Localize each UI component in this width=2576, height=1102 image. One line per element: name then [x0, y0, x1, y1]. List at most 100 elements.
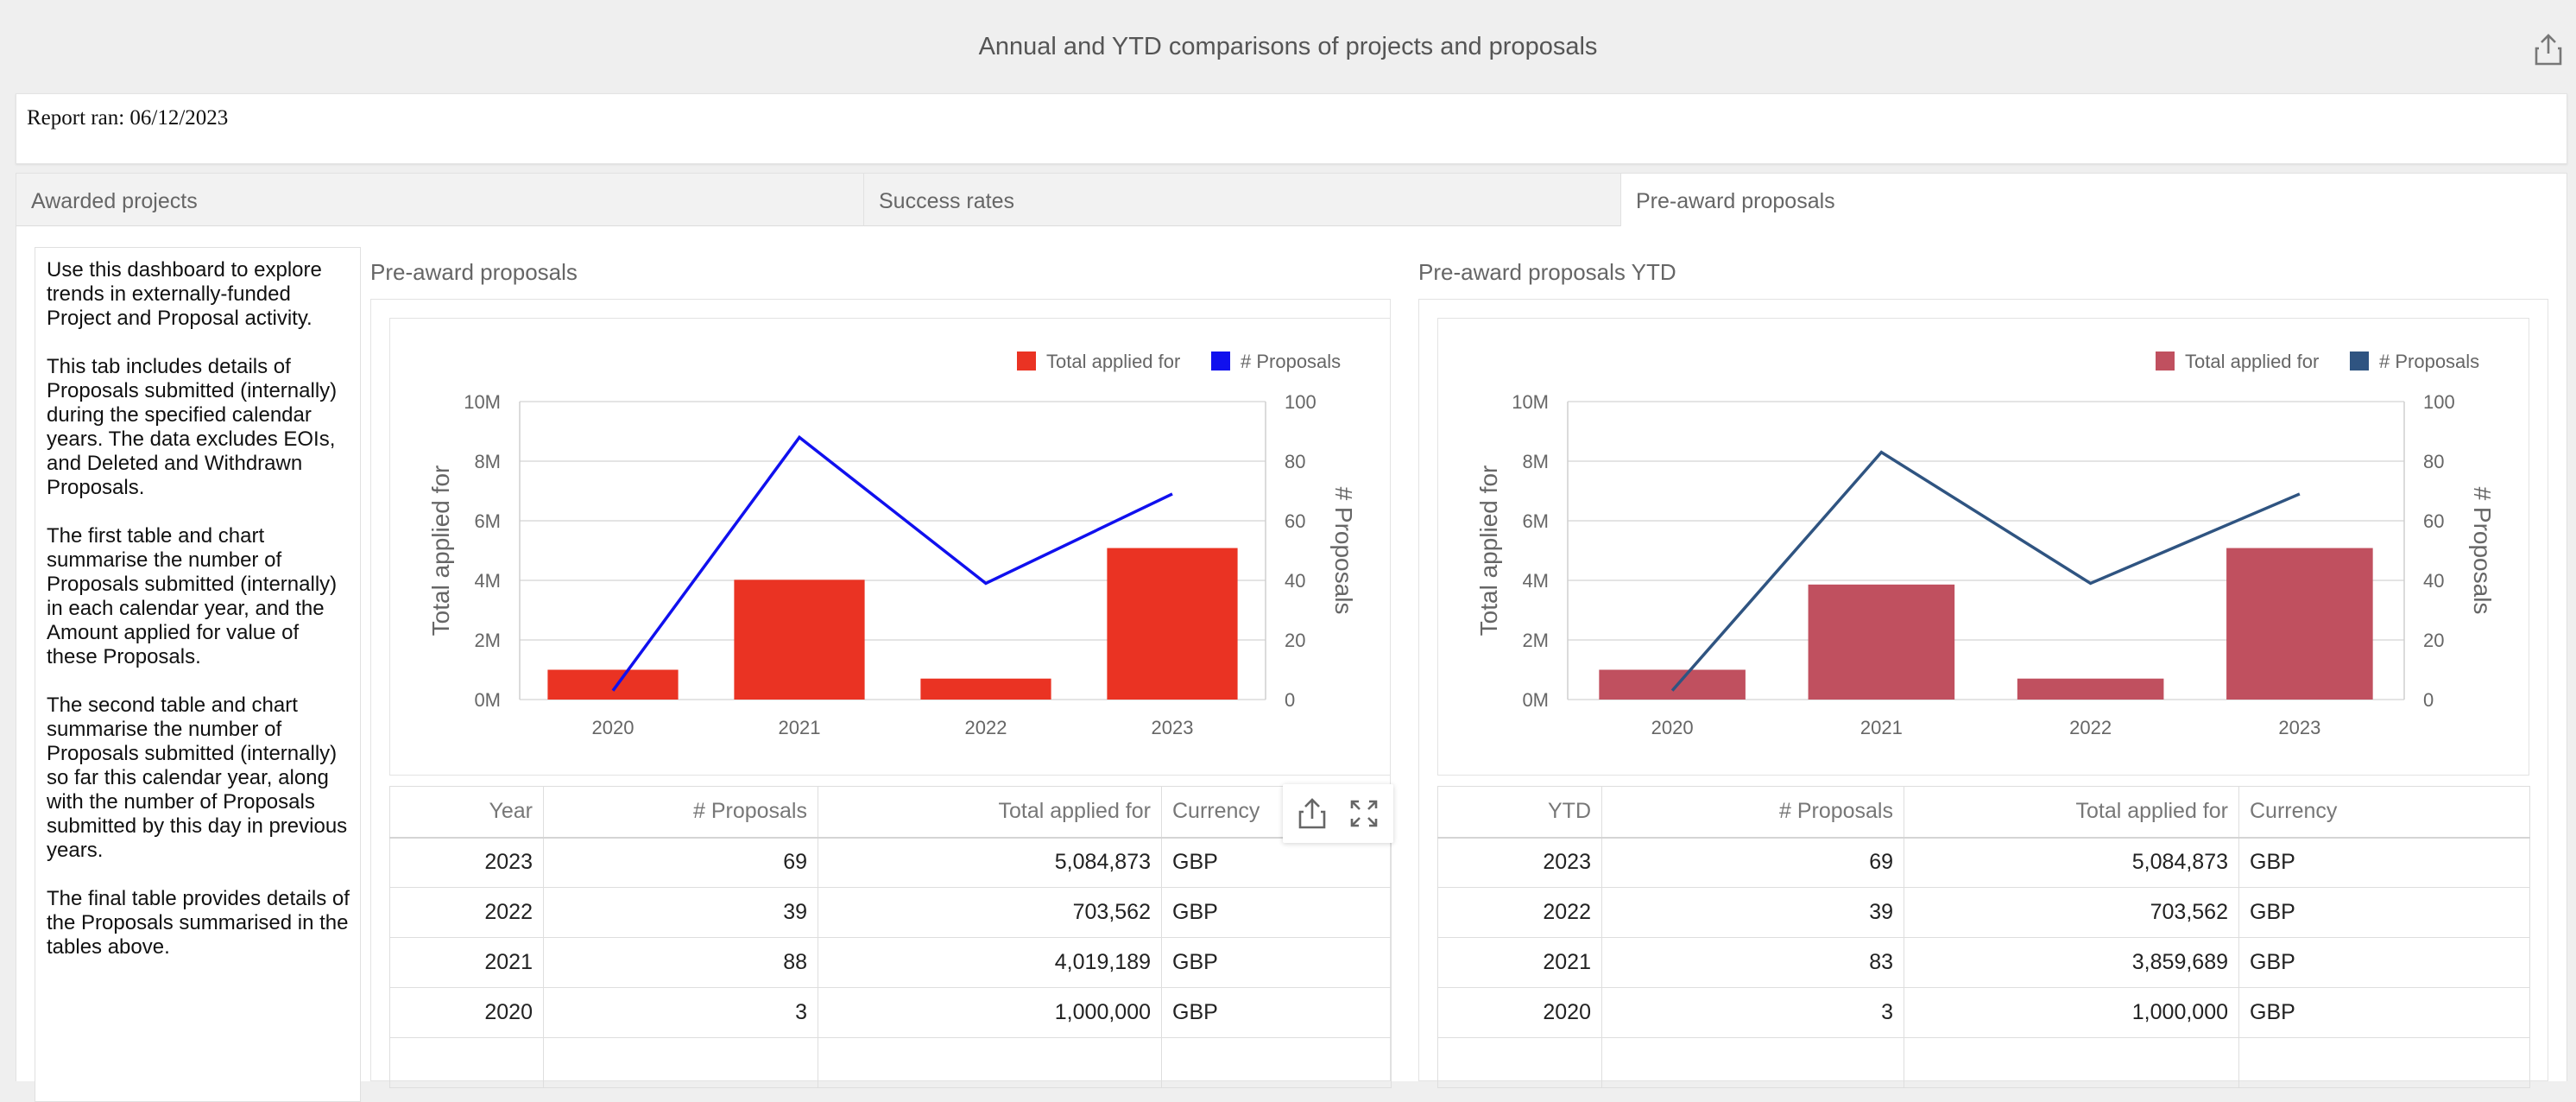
cell-currency: GBP [2238, 837, 2530, 888]
cell-proposals: 69 [543, 837, 818, 888]
cell-proposals: 69 [1601, 837, 1904, 888]
cell-year: 2022 [389, 887, 544, 938]
cell-proposals: 39 [543, 887, 818, 938]
cell-year: 2021 [1437, 937, 1602, 988]
panel-title-pre-award: Pre-award proposals [370, 259, 578, 285]
column-header-total-applied[interactable]: Total applied for [1904, 786, 2239, 839]
y-tick-label: 4M [474, 570, 501, 592]
pre-award-ytd-chart: 0M 2M 4M 6M 8M 10M 0 20 40 60 80 100 2020 2021 2022 202… [1437, 318, 2529, 776]
description-paragraph: This tab includes details of Proposals s… [47, 355, 338, 499]
cell-currency: GBP [1161, 937, 1392, 988]
x-tick-label: 2023 [1152, 717, 1194, 738]
tab-awarded-projects[interactable]: Awarded projects [16, 173, 864, 226]
cell-currency: GBP [1161, 987, 1392, 1038]
cell-currency: GBP [2238, 887, 2530, 938]
y2-tick-label: 80 [2423, 451, 2444, 472]
table-row: 2020 3 1,000,000 GBP [1437, 987, 2530, 1038]
y2-tick-label: 100 [2423, 391, 2455, 413]
dashboard-description: Use this dashboard to explore trends in … [35, 247, 361, 1102]
share-icon[interactable] [2534, 33, 2563, 67]
cell-total-applied: 1,000,000 [818, 987, 1162, 1038]
y2-tick-label: 0 [1285, 689, 1295, 711]
page-title: Annual and YTD comparisons of projects a… [978, 33, 1598, 60]
cell-total-applied: 703,562 [818, 887, 1162, 938]
column-header-year[interactable]: Year [389, 786, 544, 839]
cell-total-applied: 3,859,689 [1904, 937, 2239, 988]
y-tick-label: 0M [1522, 689, 1549, 711]
tab-success-rates[interactable]: Success rates [863, 173, 1621, 226]
column-header-total-applied[interactable]: Total applied for [818, 786, 1162, 839]
cell-total-applied: 1,000,000 [1904, 987, 2239, 1038]
line-series-proposals [1670, 450, 2301, 692]
y2-tick-label: 40 [2423, 570, 2444, 592]
tab-label: Pre-award proposals [1636, 189, 1835, 213]
y-tick-label: 10M [1512, 391, 1549, 413]
cell-currency: GBP [1161, 887, 1392, 938]
pre-award-chart-svg: 0M 2M 4M 6M 8M 10M 0 20 40 60 80 100 2020 2021 2022 202… [427, 351, 1357, 738]
cell-empty [818, 1037, 1162, 1088]
legend-label-proposals: # Proposals [2379, 351, 2479, 372]
cell-proposals: 3 [1601, 987, 1904, 1038]
x-tick-label: 2020 [1651, 717, 1694, 738]
tab-pre-award-proposals[interactable]: Pre-award proposals [1620, 173, 2567, 228]
y-axis-title: Total applied for [427, 466, 454, 636]
y2-tick-label: 20 [2423, 630, 2444, 651]
x-tick-label: 2021 [779, 717, 821, 738]
tab-label: Awarded projects [31, 189, 198, 213]
column-header-proposals[interactable]: # Proposals [543, 786, 818, 839]
legend-label-total-applied: Total applied for [1046, 351, 1180, 372]
cell-currency: GBP [1161, 837, 1392, 888]
y-tick-label: 10M [464, 391, 501, 413]
table-row-empty [389, 1037, 1392, 1088]
column-header-ytd[interactable]: YTD [1437, 786, 1602, 839]
description-paragraph: Use this dashboard to explore trends in … [47, 258, 322, 330]
expand-icon[interactable] [1345, 795, 1383, 833]
bar-2021 [1808, 584, 1955, 700]
x-tick-label: 2021 [1860, 717, 1903, 738]
cell-year: 2020 [1437, 987, 1602, 1038]
table-row: 2021 88 4,019,189 GBP [389, 937, 1392, 988]
column-header-currency[interactable]: Currency [2238, 786, 2530, 839]
pre-award-ytd-chart-svg: 0M 2M 4M 6M 8M 10M 0 20 40 60 80 100 2020 2021 2022 202… [1475, 351, 2496, 738]
y2-axis-title: # Proposals [2469, 487, 2496, 615]
cell-total-applied: 4,019,189 [818, 937, 1162, 988]
table-row: 2020 3 1,000,000 GBP [389, 987, 1392, 1038]
y-tick-label: 6M [474, 510, 501, 532]
share-icon[interactable] [1293, 795, 1331, 833]
y2-tick-label: 80 [1285, 451, 1305, 472]
cell-year: 2023 [389, 837, 544, 888]
table-row: 2023 69 5,084,873 GBP [1437, 837, 2530, 888]
legend-swatch-total-applied [2156, 352, 2175, 370]
y-tick-label: 8M [1522, 451, 1549, 472]
x-tick-label: 2022 [965, 717, 1007, 738]
y-tick-label: 0M [474, 689, 501, 711]
y2-tick-label: 20 [1285, 630, 1305, 651]
cell-empty [1904, 1037, 2239, 1088]
y-tick-label: 8M [474, 451, 501, 472]
table-row: 2021 83 3,859,689 GBP [1437, 937, 2530, 988]
tab-label: Success rates [879, 189, 1015, 213]
legend-label-total-applied: Total applied for [2185, 351, 2319, 372]
y2-tick-label: 60 [1285, 510, 1305, 532]
cell-total-applied: 5,084,873 [1904, 837, 2239, 888]
pre-award-table: Year # Proposals Total applied for Curre… [389, 786, 1392, 1088]
column-header-proposals[interactable]: # Proposals [1601, 786, 1904, 839]
cell-proposals: 88 [543, 937, 818, 988]
table-row: 2022 39 703,562 GBP [1437, 887, 2530, 938]
description-paragraph: The second table and chart summarise the… [47, 694, 348, 862]
y2-tick-label: 0 [2423, 689, 2434, 711]
tab-bar: Awarded projects Success rates Pre-award… [16, 173, 2567, 228]
pre-award-ytd-table: YTD # Proposals Total applied for Curren… [1437, 786, 2530, 1088]
description-paragraph: The first table and chart summarise the … [47, 524, 338, 668]
x-tick-label: 2022 [2069, 717, 2112, 738]
bar-2020 [547, 669, 679, 700]
table-row: 2022 39 703,562 GBP [389, 887, 1392, 938]
cell-empty [1437, 1037, 1602, 1088]
table-row: 2023 69 5,084,873 GBP [389, 837, 1392, 888]
cell-year: 2023 [1437, 837, 1602, 888]
y-tick-label: 4M [1522, 570, 1549, 592]
cell-year: 2021 [389, 937, 544, 988]
cell-empty [543, 1037, 818, 1088]
x-tick-label: 2020 [592, 717, 635, 738]
y2-tick-label: 100 [1285, 391, 1316, 413]
